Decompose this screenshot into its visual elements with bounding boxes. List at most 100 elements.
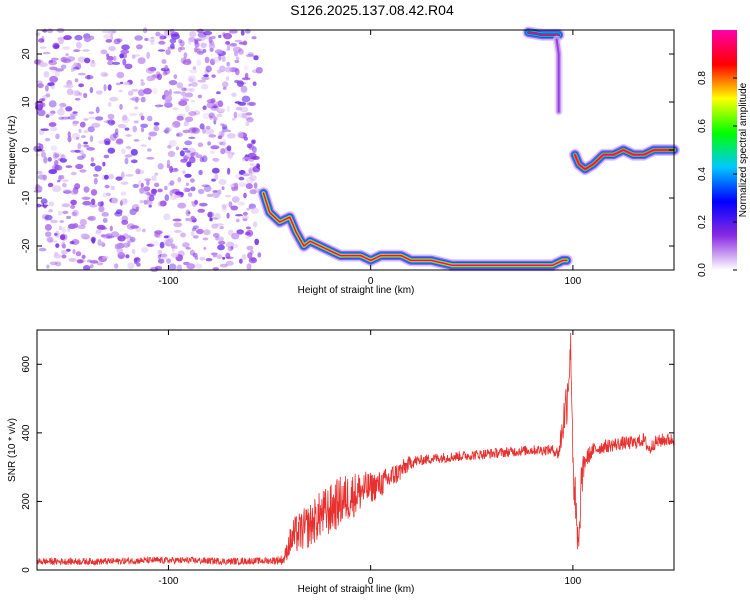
- noise-speckle: [169, 38, 177, 44]
- noise-speckle: [61, 254, 67, 259]
- noise-speckle: [187, 147, 196, 155]
- noise-speckle: [184, 150, 191, 153]
- noise-speckle: [223, 32, 233, 40]
- noise-speckle: [242, 173, 250, 177]
- noise-speckle: [120, 49, 130, 54]
- noise-speckle: [192, 252, 198, 258]
- noise-speckle: [36, 203, 42, 208]
- noise-speckle: [54, 165, 63, 171]
- noise-speckle: [199, 202, 208, 207]
- noise-speckle: [123, 242, 130, 248]
- noise-speckle: [198, 169, 203, 176]
- noise-speckle: [73, 49, 80, 52]
- noise-speckle: [140, 96, 146, 103]
- noise-speckle: [159, 200, 167, 207]
- noise-speckle: [105, 233, 113, 239]
- noise-speckle: [140, 81, 145, 86]
- noise-speckle: [101, 212, 109, 217]
- noise-speckle: [101, 30, 111, 34]
- noise-speckle: [194, 47, 198, 53]
- noise-speckle: [190, 127, 199, 132]
- noise-speckle: [58, 175, 62, 182]
- noise-speckle: [70, 190, 78, 195]
- noise-speckle: [212, 253, 218, 258]
- noise-speckle: [169, 180, 175, 186]
- noise-speckle: [212, 190, 219, 193]
- noise-speckle: [107, 60, 114, 66]
- noise-speckle: [249, 175, 257, 181]
- noise-speckle: [157, 249, 163, 255]
- noise-speckle: [188, 83, 192, 87]
- noise-speckle: [246, 263, 252, 271]
- noise-speckle: [185, 105, 190, 113]
- figure-title: S126.2025.137.08.42.R04: [290, 2, 454, 18]
- noise-speckle: [124, 157, 129, 165]
- noise-speckle: [214, 173, 219, 181]
- noise-speckle: [214, 212, 221, 221]
- noise-speckle: [196, 28, 204, 33]
- noise-speckle: [45, 85, 49, 92]
- noise-speckle: [183, 52, 188, 59]
- noise-speckle: [163, 238, 172, 246]
- noise-speckle: [121, 117, 130, 123]
- noise-speckle: [222, 204, 227, 210]
- spectrogram-y-tick-label: -10: [21, 190, 32, 205]
- noise-speckle: [180, 57, 187, 64]
- noise-speckle: [189, 87, 195, 93]
- noise-speckle: [129, 97, 138, 101]
- noise-speckle: [141, 247, 149, 253]
- noise-speckle: [163, 235, 169, 239]
- noise-speckle: [199, 36, 206, 41]
- noise-speckle: [207, 141, 212, 146]
- noise-speckle: [79, 121, 86, 128]
- noise-speckle: [72, 111, 78, 114]
- noise-speckle: [154, 230, 163, 235]
- noise-speckle: [140, 79, 144, 82]
- noise-speckle: [151, 188, 158, 194]
- noise-speckle: [41, 97, 46, 102]
- noise-speckle: [246, 102, 255, 106]
- noise-speckle: [219, 226, 224, 230]
- noise-speckle: [193, 110, 201, 116]
- noise-speckle: [230, 205, 239, 211]
- noise-speckle: [130, 225, 140, 229]
- noise-speckle: [227, 167, 231, 175]
- noise-speckle: [53, 151, 57, 159]
- noise-speckle: [186, 263, 196, 270]
- spectrogram-y-tick-label: 10: [21, 96, 32, 108]
- noise-speckle: [90, 198, 96, 206]
- noise-speckle: [55, 133, 60, 140]
- colorbar-tick-label: 0.0: [697, 263, 708, 277]
- noise-speckle: [226, 145, 232, 152]
- noise-speckle: [50, 145, 58, 151]
- spectrogram-y-tick-label: 0: [21, 147, 32, 153]
- noise-speckle: [44, 138, 51, 142]
- noise-speckle: [113, 55, 117, 62]
- noise-speckle: [38, 247, 47, 252]
- noise-speckle: [90, 162, 96, 167]
- noise-speckle: [194, 41, 200, 48]
- noise-speckle: [172, 218, 182, 222]
- noise-speckle: [117, 235, 126, 242]
- noise-speckle: [139, 187, 144, 194]
- noise-speckle: [226, 47, 231, 51]
- noise-speckle: [72, 249, 76, 255]
- noise-speckle: [173, 91, 182, 94]
- noise-speckle: [161, 59, 167, 64]
- noise-speckle: [242, 40, 248, 46]
- noise-speckle: [108, 45, 116, 52]
- noise-speckle: [61, 226, 66, 234]
- noise-speckle: [74, 34, 83, 41]
- noise-speckle: [225, 252, 231, 259]
- noise-speckle: [225, 194, 231, 198]
- noise-speckle: [211, 74, 216, 78]
- noise-speckle: [62, 210, 69, 215]
- noise-speckle: [143, 186, 151, 192]
- noise-speckle: [177, 46, 182, 53]
- noise-speckle: [72, 66, 80, 70]
- noise-speckle: [237, 201, 245, 206]
- spectrogram-x-tick-label: 100: [565, 276, 582, 287]
- noise-speckle: [182, 242, 190, 248]
- noise-speckle: [249, 189, 257, 195]
